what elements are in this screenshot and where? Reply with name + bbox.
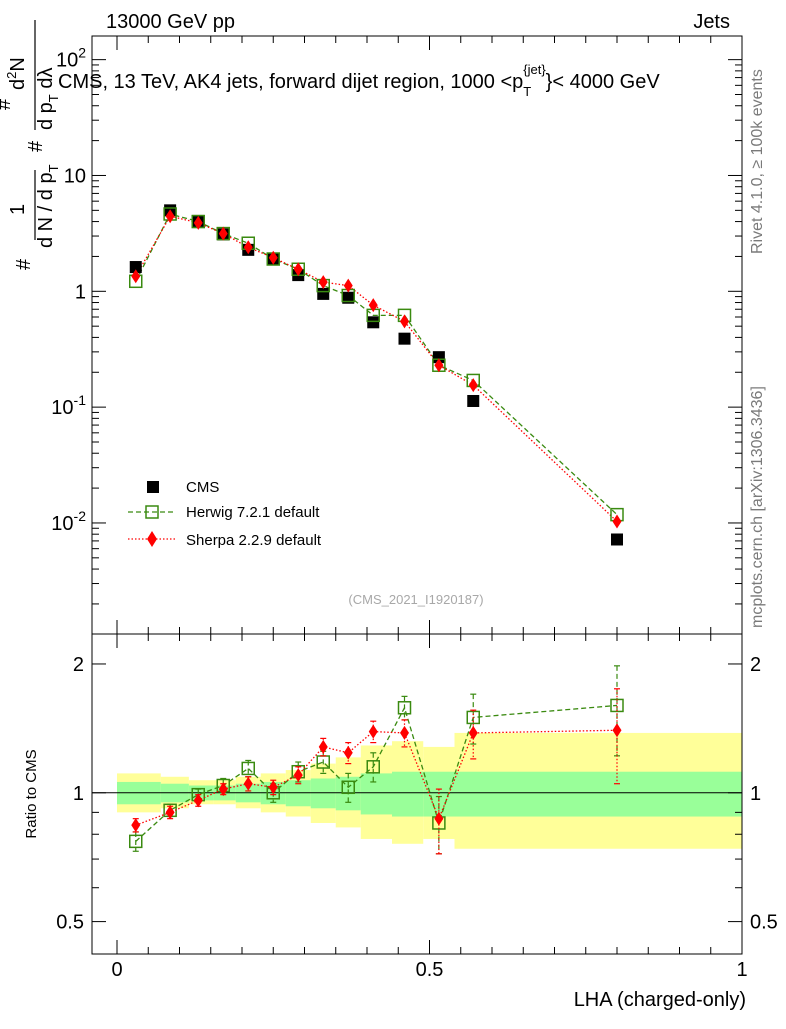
sherpa-point [468,378,478,393]
ratio-line-herwig [135,704,618,842]
ratio-sherpa-point [131,818,141,833]
main-ytick-label: 1 [75,281,86,303]
main-title: CMS, 13 TeV, AK4 jets, forward dijet reg… [58,62,660,99]
ratio-sherpa-point [218,782,228,797]
sherpa-point [131,269,141,284]
ratio-herwig-point [366,760,380,774]
cms-point [398,332,411,345]
sherpa-point [434,358,444,373]
svg-text:#: # [13,258,35,270]
band-inner [454,771,492,817]
band-inner [360,773,392,815]
xtick-label: 0.5 [416,959,444,981]
ratio-ytick-label-left: 0.5 [56,912,84,934]
main-line-herwig [135,213,618,516]
main-axis-ticks: 10-2 10-1 1 10 102 [51,36,743,634]
cms-point [367,316,380,329]
mcplots-label: mcplots.cern.ch [arXiv:1306.3436] [749,386,766,628]
sherpa-point [193,215,203,230]
sherpa-point [218,226,228,241]
ratio-sherpa-point [612,723,622,738]
ratio-herwig-point [129,834,143,849]
main-ylabel: # 1 d N / d pT # d2N d pT dλ # [0,20,61,270]
legend-marker-sherpa [147,531,157,547]
ratio-sherpa-point [434,811,444,826]
ratio-sherpa-point [343,745,353,760]
header-right: Jets [693,11,730,33]
ratio-ytick-label-left: 2 [73,654,84,676]
header-left: 13000 GeV pp [106,11,235,33]
sherpa-point [318,275,328,290]
ratio-ytick-label-right: 2 [750,654,761,676]
main-ytick-label: 10 [64,165,86,187]
ratio-sherpa-point [293,768,303,783]
ratio-ytick-label-left: 1 [73,783,84,805]
ratio-sherpa-point [368,724,378,739]
sherpa-point [243,240,253,255]
ratio-sherpa-point [468,725,478,740]
ratio-axis-ticks: 0.5 0.5 1 1 2 2 0 0.5 1 [56,634,778,981]
svg-text:d pT dλ: d pT dλ [35,68,61,130]
ratio-frame [91,633,743,955]
ratio-sherpa-point [268,780,278,795]
cms-point [317,287,330,300]
main-series-group [129,204,624,546]
ratio-series-group [129,665,624,855]
sherpa-point [343,278,353,293]
sherpa-point [368,298,378,313]
legend-label-sherpa: Sherpa 2.2.9 default [186,532,322,549]
ratio-ytick-label-right: 0.5 [750,912,778,934]
ratio-herwig-point [397,701,412,715]
sherpa-point [612,514,622,529]
ratio-ytick-label-right: 1 [750,783,761,805]
legend-label-herwig: Herwig 7.2.1 default [186,504,320,521]
ratio-sherpa-point [165,805,175,820]
band-inner [423,771,455,817]
main-ytick-label: 102 [56,45,86,72]
legend-marker-herwig [145,505,159,519]
ratio-herwig-point [241,761,255,776]
band-inner [392,771,424,817]
cms-point [467,394,480,407]
ratio-ylabel: Ratio to CMS [23,749,40,838]
svg-text:d N / d pT: d N / d pT [35,164,61,248]
main-line-sherpa [135,215,618,522]
legend-marker-cms [147,481,159,493]
rivet-version-label: Rivet 4.1.0, ≥ 100k events [749,69,766,254]
ratio-herwig-point [341,780,355,795]
xtick-label: 1 [736,959,747,981]
sherpa-point [165,209,175,224]
main-ytick-label: 10-2 [51,508,86,535]
xtick-label: 0 [111,959,122,981]
svg-text:1: 1 [7,204,29,215]
cms-point [129,261,142,274]
cms-point [611,533,623,546]
svg-text:#: # [0,98,15,110]
ratio-sherpa-point [400,725,409,740]
band-inner [492,771,742,817]
band-inner [310,778,336,809]
cms-point [342,291,355,304]
main-ytick-label: 10-1 [51,392,86,419]
sherpa-point [268,250,278,265]
ratio-sherpa-point [193,793,203,808]
legend: CMS Herwig 7.2.1 default Sherpa 2.2.9 de… [128,479,322,549]
ratio-sherpa-point [318,739,328,754]
ratio-sherpa-point [243,776,253,791]
analysis-watermark: (CMS_2021_I1920187) [348,592,483,607]
sherpa-point [400,314,409,329]
sherpa-point [293,262,303,277]
svg-text:d2N: d2N [4,57,29,90]
cms-point [432,351,445,364]
svg-text:#: # [25,140,47,152]
legend-label-cms: CMS [186,479,219,496]
x-axis-label: LHA (charged-only) [574,989,746,1011]
